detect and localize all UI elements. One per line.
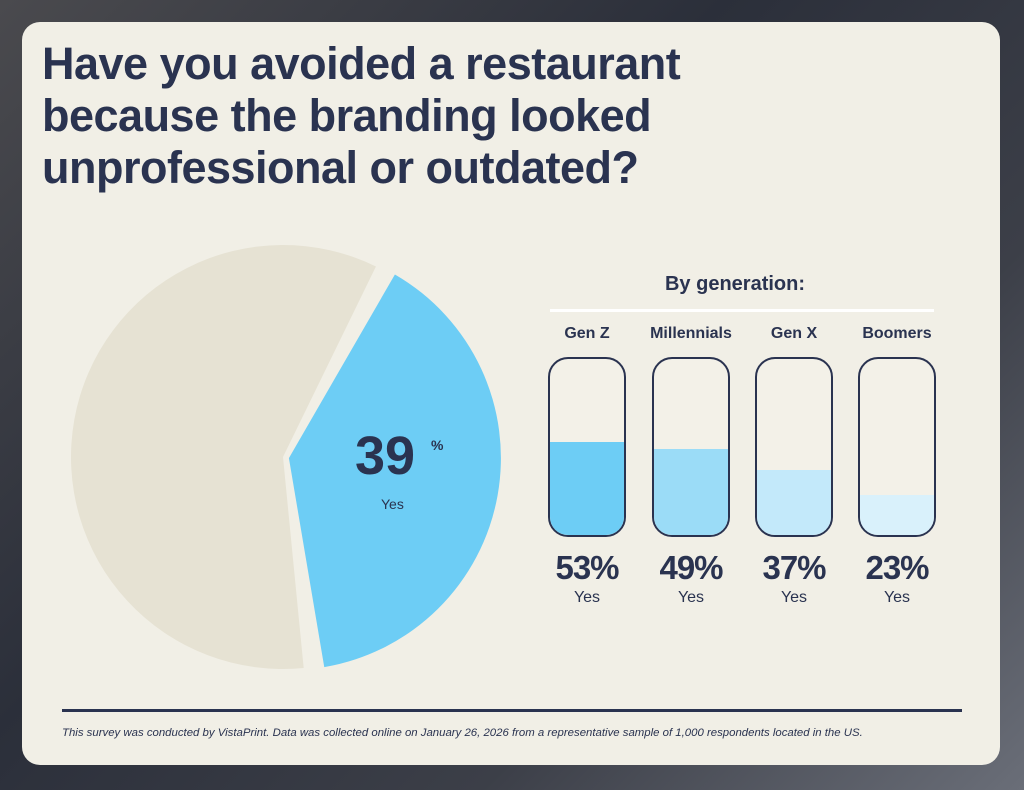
value-label: 23% [865, 549, 929, 586]
value-label: 49% [659, 549, 723, 586]
category-label: Gen X [770, 325, 818, 342]
bar-fill [757, 469, 831, 535]
generation-column: Millennials 49% Yes [641, 325, 741, 607]
category-label: Millennials [650, 325, 732, 342]
bar-fill [860, 494, 934, 535]
pie-center-unit: % [431, 437, 444, 453]
pie-slice-other [71, 245, 376, 670]
generation-column: Gen X 37% Yes [744, 325, 844, 607]
category-label: Gen Z [564, 325, 610, 342]
bar-track [652, 357, 730, 537]
bar-fill [654, 448, 728, 535]
divider [62, 709, 962, 712]
pie-slice-yes [288, 274, 501, 668]
bar-track [548, 357, 626, 537]
generation-title: By generation: [664, 273, 806, 295]
bar-track [858, 357, 936, 537]
generation-column: Gen Z 53% Yes [537, 325, 637, 607]
divider [550, 309, 934, 312]
pie-center-value: 39 [355, 426, 416, 486]
page-title: Have you avoided a restaurant because th… [42, 38, 681, 193]
sub-label: Yes [677, 589, 705, 606]
bar-track [755, 357, 833, 537]
sub-label: Yes [780, 589, 808, 606]
sub-label: Yes [573, 589, 601, 606]
pie-center-label: Yes [381, 496, 404, 512]
value-label: 53% [555, 549, 619, 586]
sub-label: Yes [883, 589, 911, 606]
category-label: Boomers [862, 325, 932, 342]
generation-column: Boomers 23% Yes [847, 325, 947, 607]
bar-fill [550, 441, 624, 535]
footnote: This survey was conducted by VistaPrint.… [62, 727, 863, 739]
value-label: 37% [762, 549, 826, 586]
